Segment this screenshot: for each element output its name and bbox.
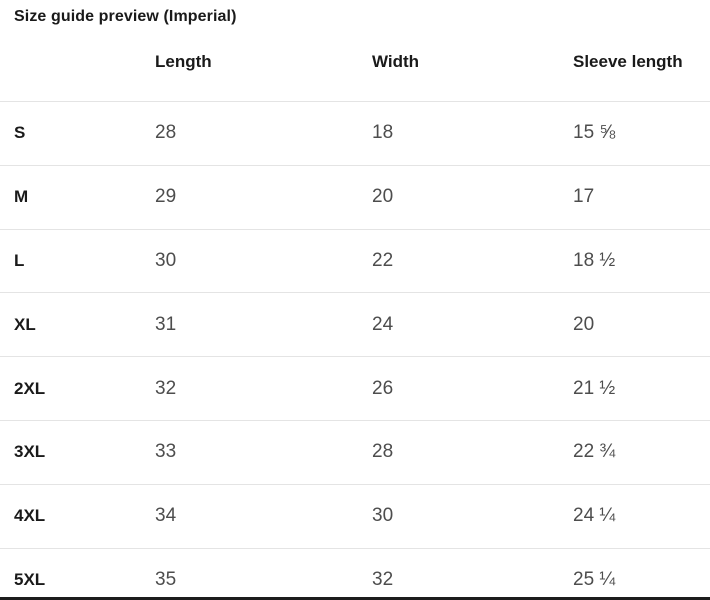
size-label: 5XL xyxy=(14,569,46,589)
width-value: 24 xyxy=(372,313,394,335)
length-value: 30 xyxy=(155,249,177,271)
sleeve-length-value: 22 ¾ xyxy=(573,441,616,463)
size-label: M xyxy=(14,187,29,207)
width-value: 30 xyxy=(372,505,394,527)
width-value: 20 xyxy=(372,186,394,208)
size-label: S xyxy=(14,123,26,143)
table-row: S 28 18 15 ⅝ xyxy=(0,101,710,165)
sleeve-length-value: 24 ¼ xyxy=(573,505,616,527)
length-value: 34 xyxy=(155,505,177,527)
column-header-length: Length xyxy=(155,52,212,71)
sleeve-length-value: 18 ½ xyxy=(573,249,616,271)
table-row: M 29 20 17 xyxy=(0,164,710,229)
size-label: 3XL xyxy=(14,442,46,462)
width-value: 32 xyxy=(372,568,394,590)
table-row: L 30 22 18 ½ xyxy=(0,228,710,293)
sleeve-length-value: 20 xyxy=(573,313,595,335)
size-label: 4XL xyxy=(14,506,46,526)
length-value: 28 xyxy=(155,122,177,144)
width-value: 28 xyxy=(372,441,394,463)
page-title: Size guide preview (Imperial) xyxy=(14,8,237,25)
table-row: 5XL 35 32 25 ¼ xyxy=(0,547,710,600)
length-value: 31 xyxy=(155,313,177,335)
size-table: S 28 18 15 ⅝ M 29 20 17 L 30 22 18 ½ XL … xyxy=(0,101,710,600)
table-row: 2XL 32 26 21 ½ xyxy=(0,356,710,420)
column-header-sleeve-length: Sleeve length xyxy=(573,52,683,71)
length-value: 35 xyxy=(155,568,177,590)
width-value: 18 xyxy=(372,122,394,144)
length-value: 29 xyxy=(155,186,177,208)
table-row: XL 31 24 20 xyxy=(0,292,710,356)
table-row: 4XL 34 30 24 ¼ xyxy=(0,483,710,548)
length-value: 33 xyxy=(155,441,177,463)
size-label: L xyxy=(14,250,25,270)
sleeve-length-value: 21 ½ xyxy=(573,377,616,399)
bottom-divider xyxy=(0,597,710,600)
size-label: 2XL xyxy=(14,378,46,398)
length-value: 32 xyxy=(155,377,177,399)
table-row: 3XL 33 28 22 ¾ xyxy=(0,419,710,484)
table-header-row: Length Width Sleeve length xyxy=(0,52,710,72)
sleeve-length-value: 17 xyxy=(573,186,595,208)
sleeve-length-value: 15 ⅝ xyxy=(573,122,616,144)
width-value: 22 xyxy=(372,249,394,271)
column-header-width: Width xyxy=(372,52,420,71)
size-label: XL xyxy=(14,314,36,334)
width-value: 26 xyxy=(372,377,394,399)
sleeve-length-value: 25 ¼ xyxy=(573,568,616,590)
